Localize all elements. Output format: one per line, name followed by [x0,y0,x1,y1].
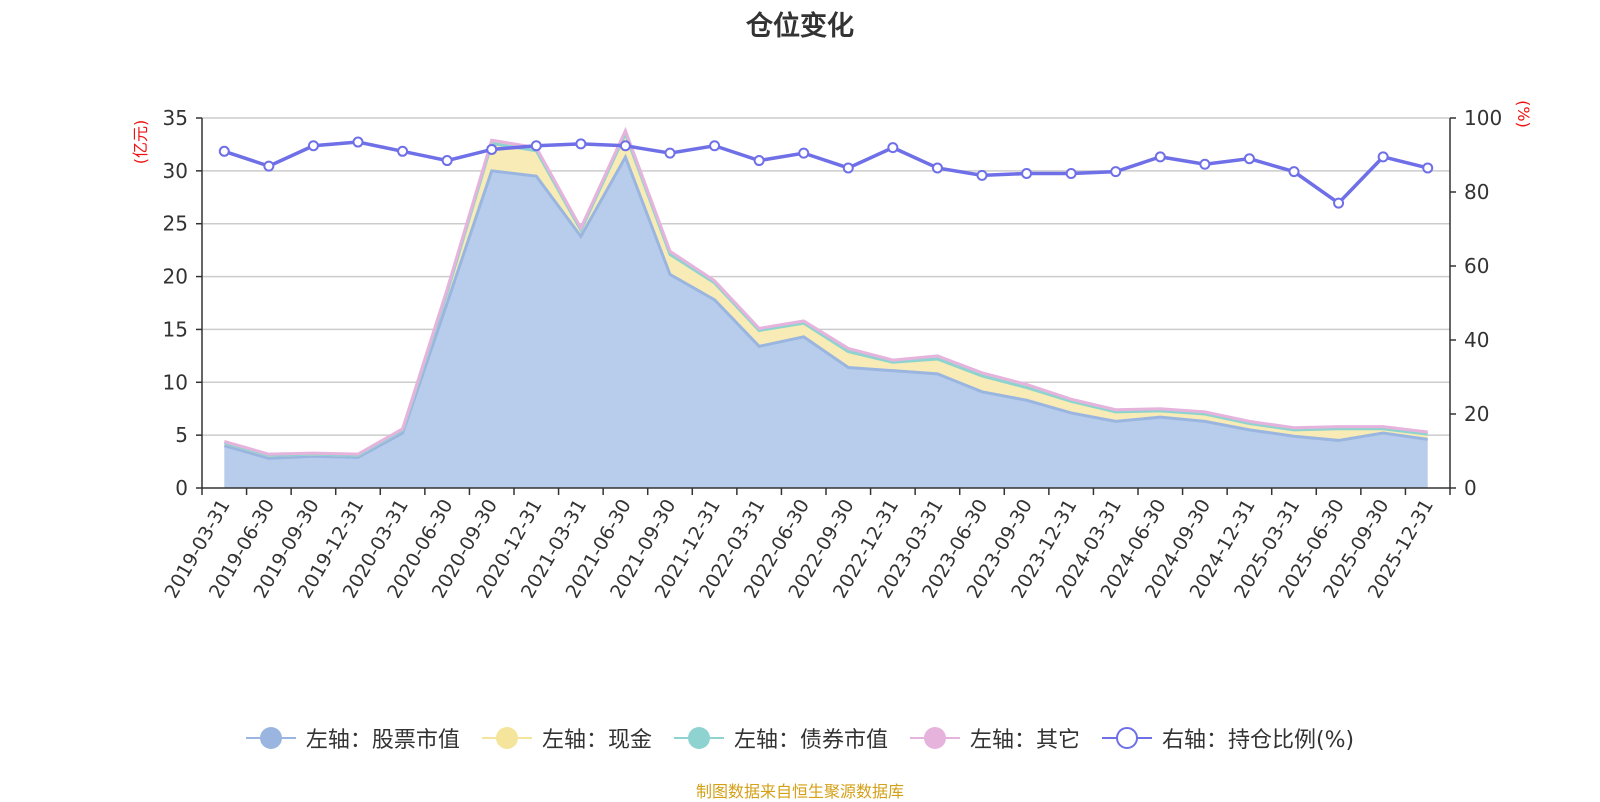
ratio-point [530,140,542,152]
ratio-point [931,162,943,174]
left-tick-label: 30 [163,159,188,183]
legend: 左轴：股票市值 左轴：现金 左轴：债券市值 左轴：其它 右轴：持仓比例(%) [0,722,1600,754]
left-tick-label: 10 [163,370,188,394]
left-tick-label: 20 [163,265,188,289]
left-tick-label: 15 [163,317,188,341]
ratio-point [798,147,810,159]
ratio-point [486,143,498,155]
ratio-point [218,145,230,157]
ratio-point [1288,166,1300,178]
ratio-point [575,138,587,150]
left-axis-unit: (亿元) [131,120,150,165]
ratio-line [223,140,1429,206]
ratio-point [1243,153,1255,165]
ratio-point [887,142,899,154]
legend-swatch [909,726,960,750]
legend-swatch [1101,726,1152,750]
ratio-point [263,160,275,172]
ratio-point [441,155,453,167]
right-tick-label: 0 [1464,476,1477,500]
ratio-point [1065,168,1077,179]
ratio-point [753,155,765,167]
ratio-point [397,145,409,157]
ratio-point [1333,197,1345,209]
legend-label: 左轴：现金 [541,728,652,753]
area-line [223,153,1428,460]
ratio-point [709,140,721,152]
legend-swatch [673,726,724,750]
legend-swatch [481,726,532,750]
left-tick-label: 5 [175,423,188,447]
legend-label: 右轴：持仓比例(%) [1161,728,1355,753]
legend-item[interactable]: 右轴：持仓比例(%) [1101,722,1355,754]
ratio-point [1110,166,1122,178]
ratio-point [1154,151,1166,163]
chart-title: 仓位变化 [746,11,854,42]
left-tick-label: 25 [163,212,188,236]
legend-item[interactable]: 左轴：股票市值 [245,722,460,754]
legend-label: 左轴：股票市值 [305,728,460,753]
right-axis-unit: (%) [1514,100,1533,128]
ratio-point [1422,162,1434,174]
right-tick-label: 20 [1464,402,1489,426]
ratio-point [307,140,319,152]
right-tick-label: 100 [1464,106,1502,130]
ratio-point [842,162,854,174]
area-fill [224,157,1428,488]
ratio-point [664,147,676,159]
ratio-point [1377,151,1389,163]
right-tick-label: 80 [1464,180,1489,204]
source-note: 制图数据来自恒生聚源数据库 [695,782,904,801]
right-tick-label: 40 [1464,328,1489,352]
legend-swatch [245,726,296,750]
right-tick-label: 60 [1464,254,1489,278]
ratio-point [619,140,631,152]
legend-label: 左轴：其它 [969,728,1080,753]
legend-item[interactable]: 左轴：其它 [909,722,1080,754]
ratio-point [1199,158,1211,170]
area-line [223,126,1428,456]
legend-item[interactable]: 左轴：债券市值 [673,722,888,754]
legend-item[interactable]: 左轴：现金 [481,722,652,754]
ratio-point [976,169,988,181]
left-tick-label: 35 [163,106,188,130]
ratio-point [352,136,364,148]
left-tick-label: 0 [175,476,188,500]
legend-label: 左轴：债券市值 [733,728,888,753]
ratio-point [1021,168,1033,179]
